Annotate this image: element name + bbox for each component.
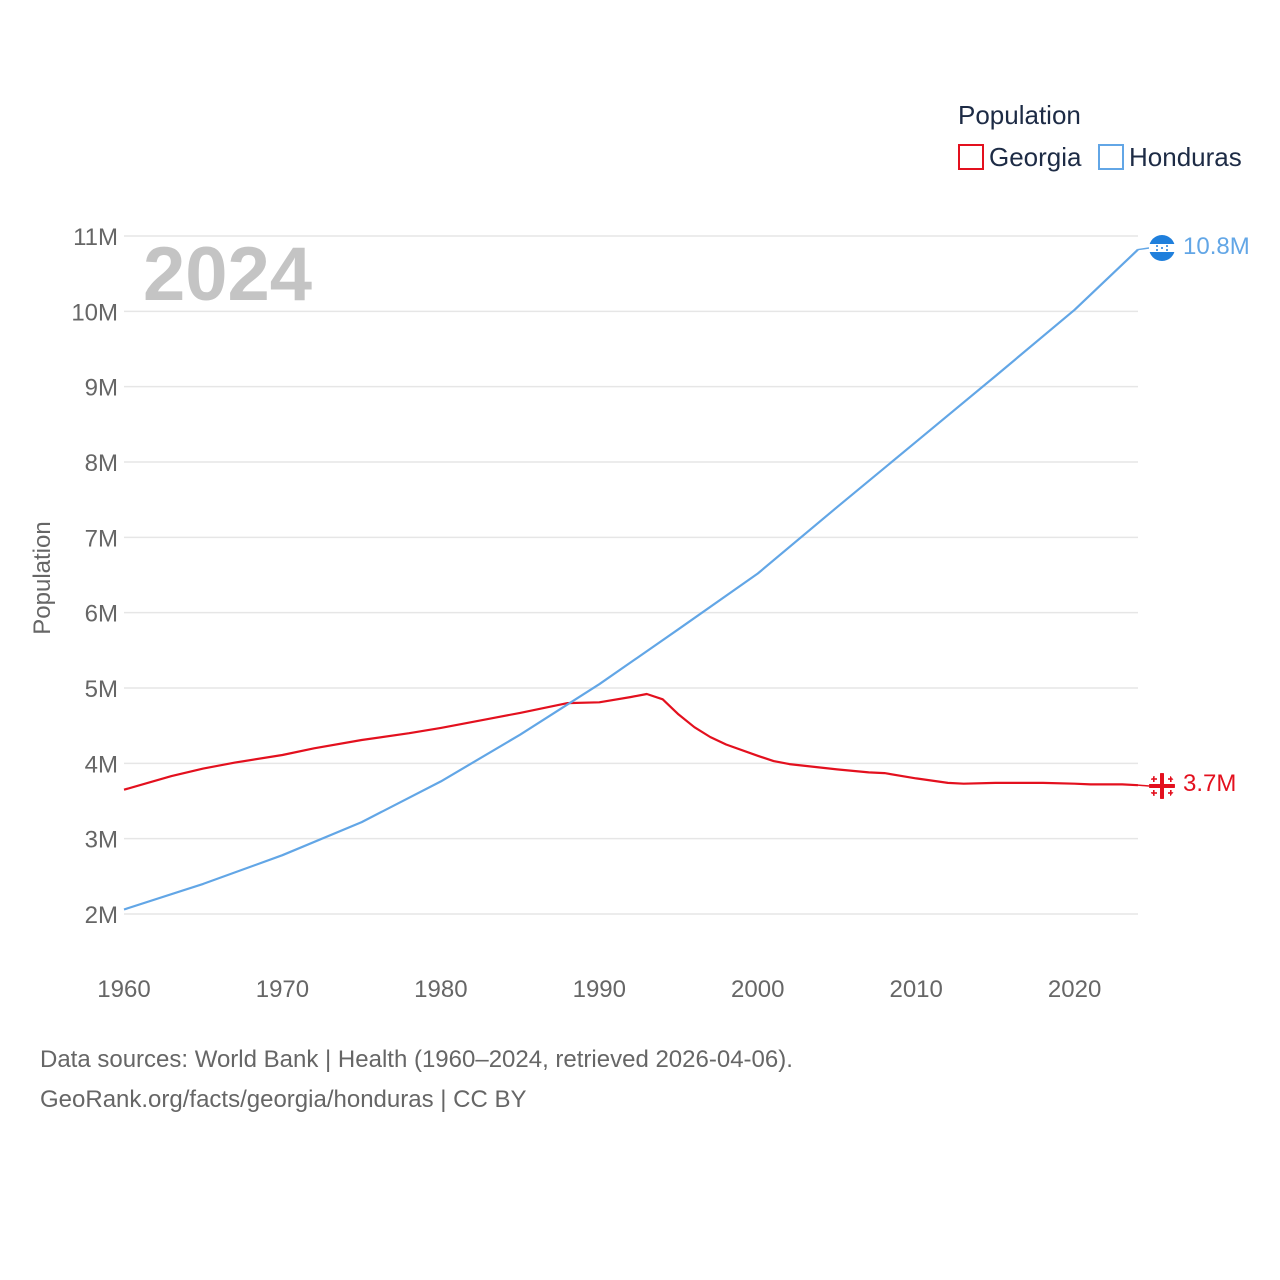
legend: Population Georgia Honduras: [958, 100, 1242, 172]
line-chart: Population Georgia Honduras 2M 3M 4M 5M 6M 7M…: [29, 100, 1250, 1003]
legend-label-georgia: Georgia: [989, 142, 1082, 172]
series-lines: [123, 247, 1150, 911]
end-label-georgia: 3.7M: [1183, 770, 1236, 797]
y-axis-title: Population: [29, 521, 56, 634]
legend-swatch-georgia: [958, 144, 984, 170]
end-connector-georgia: [1137, 784, 1150, 787]
georgia-flag-icon: [1149, 773, 1175, 799]
year-watermark: 2024: [143, 232, 312, 317]
gridlines: [124, 235, 1138, 915]
y-tick-label: 7M: [85, 525, 118, 552]
x-tick-label: 2010: [889, 976, 942, 1003]
y-tick-label: 3M: [85, 827, 118, 854]
legend-item-honduras[interactable]: Honduras: [1098, 142, 1242, 172]
legend-item-georgia[interactable]: Georgia: [958, 142, 1082, 172]
legend-label-honduras: Honduras: [1129, 142, 1242, 172]
source-url[interactable]: GeoRank.org/facts/georgia/honduras | CC …: [40, 1086, 527, 1113]
x-tick-label: 1990: [573, 976, 626, 1003]
series-line-honduras: [123, 248, 1139, 911]
end-connector-honduras: [1137, 247, 1150, 251]
y-tick-label: 6M: [85, 601, 118, 628]
y-tick-label: 5M: [85, 676, 118, 703]
legend-swatch-honduras: [1098, 144, 1124, 170]
y-tick-label: 10M: [71, 299, 118, 326]
x-tick-label: 1970: [256, 976, 309, 1003]
y-tick-label: 4M: [85, 751, 118, 778]
x-tick-label: 2020: [1048, 976, 1101, 1003]
x-axis-ticks: 1960 1970 1980 1990 2000 2010 2020: [97, 976, 1101, 1003]
footer: Data sources: World Bank | Health (1960–…: [40, 1040, 793, 1120]
y-tick-label: 8M: [85, 450, 118, 477]
y-tick-label: 9M: [85, 375, 118, 402]
legend-title: Population: [958, 100, 1081, 130]
series-line-georgia: [123, 692, 1139, 791]
y-axis-ticks: 2M 3M 4M 5M 6M 7M 8M 9M 10M 11M: [71, 224, 118, 929]
end-label-honduras: 10.8M: [1183, 233, 1250, 260]
x-tick-label: 1960: [97, 976, 150, 1003]
y-tick-label: 11M: [73, 224, 118, 251]
data-source-note: Data sources: World Bank | Health (1960–…: [40, 1046, 793, 1073]
x-tick-label: 1980: [414, 976, 467, 1003]
y-tick-label: 2M: [85, 902, 118, 929]
x-tick-label: 2000: [731, 976, 784, 1003]
honduras-flag-icon: [1149, 235, 1175, 261]
